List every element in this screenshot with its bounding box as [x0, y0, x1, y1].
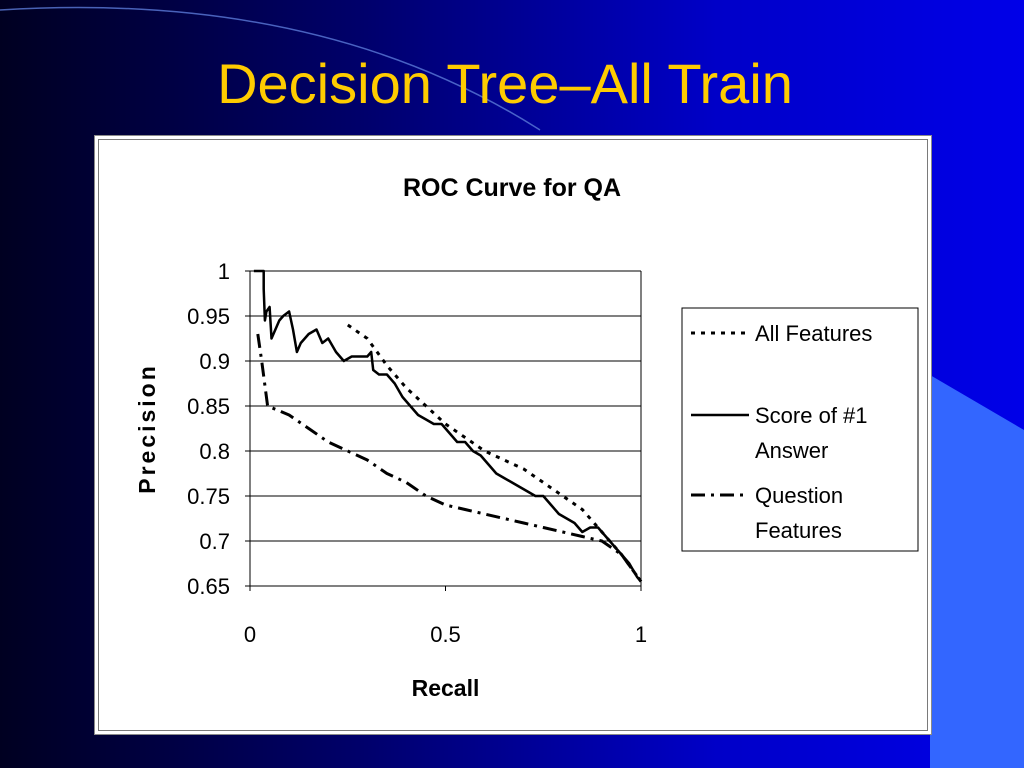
- roc-chart: ROC Curve for QA 1 0.95 0.9 0.85 0.8 0.75 0.7 0.…: [134, 174, 919, 701]
- chart-panel-border: [98, 139, 928, 731]
- x-tick-label: 1: [635, 622, 647, 647]
- accent-shape: [930, 375, 1024, 768]
- y-tick-label: 0.85: [187, 394, 230, 419]
- series-line-3: [256, 333, 643, 583]
- legend-label-2: Score of #1 Answer: [755, 403, 868, 463]
- series-line-1: [346, 323, 643, 583]
- legend-label-1: All Features: [755, 321, 872, 346]
- x-tick-label: 0: [244, 622, 256, 647]
- y-tick-label: 0.65: [187, 574, 230, 599]
- x-tick-label: 0.5: [430, 622, 461, 647]
- y-axis-title: Precision: [134, 363, 160, 494]
- chart-title: ROC Curve for QA: [403, 174, 621, 202]
- legend-label-3: Question Features: [755, 483, 843, 543]
- y-tick-label: 1: [218, 259, 230, 284]
- accent-curve: [0, 6, 541, 131]
- y-tick-label: 0.9: [199, 349, 230, 374]
- legend-box: [681, 307, 919, 552]
- series-line-2: [253, 269, 642, 583]
- y-tick-label: 0.7: [199, 529, 230, 554]
- x-axis-title: Recall: [412, 675, 480, 701]
- y-tick-label: 0.95: [187, 304, 230, 329]
- chart-panel: ROC Curve for QA 1 0.95 0.9 0.85 0.8 0.75 0.7 0.…: [94, 135, 932, 735]
- slide-title: Decision Tree–All Train: [217, 52, 793, 115]
- y-tick-label: 0.75: [187, 484, 230, 509]
- y-tick-label: 0.8: [199, 439, 230, 464]
